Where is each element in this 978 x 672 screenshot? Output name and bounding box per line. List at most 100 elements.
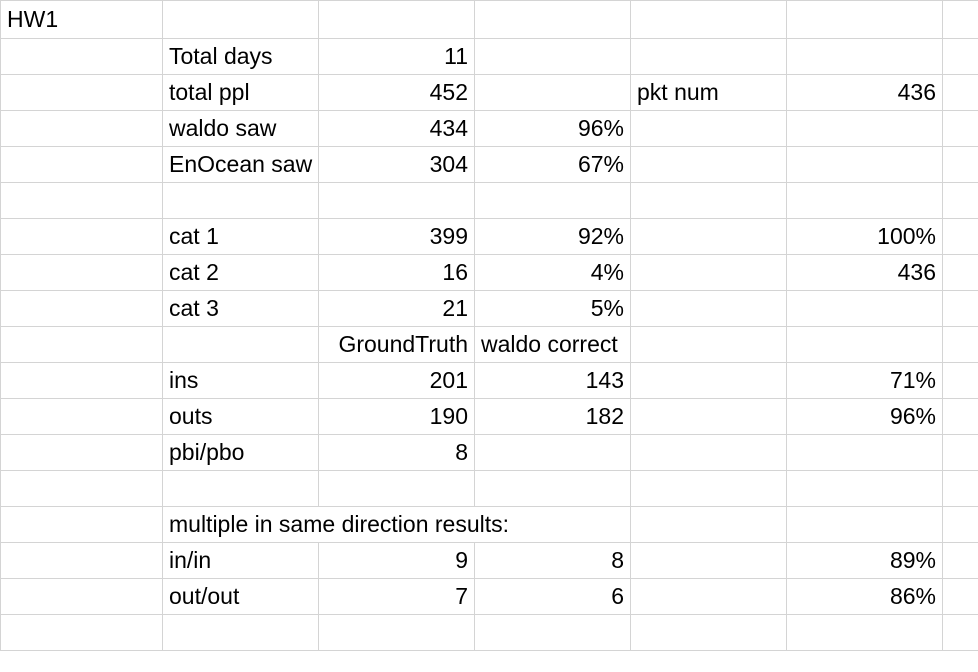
cell-value[interactable] [630, 398, 787, 435]
cell[interactable] [942, 614, 978, 651]
cell[interactable] [630, 614, 787, 651]
cell-value[interactable] [630, 326, 787, 363]
cell-value[interactable] [630, 254, 787, 291]
cell[interactable] [786, 0, 943, 39]
cell[interactable] [942, 38, 978, 75]
cell-value[interactable]: 7 [318, 578, 475, 615]
cell[interactable] [786, 614, 943, 651]
cell[interactable] [0, 110, 163, 147]
cell[interactable] [942, 362, 978, 399]
cell-value[interactable] [630, 434, 787, 471]
cell-value[interactable]: 201 [318, 362, 475, 399]
cell-value[interactable] [474, 38, 631, 75]
cell[interactable] [318, 0, 475, 39]
cell[interactable] [0, 290, 163, 327]
cell[interactable] [474, 0, 631, 39]
cell-value[interactable] [630, 362, 787, 399]
cell[interactable] [0, 614, 163, 651]
cell[interactable] [0, 362, 163, 399]
cell[interactable] [942, 470, 978, 507]
cell[interactable] [942, 218, 978, 255]
cell-value[interactable] [786, 110, 943, 147]
cell-value[interactable]: 4% [474, 254, 631, 291]
cell-value[interactable]: 436 [786, 254, 943, 291]
cell-value[interactable] [474, 434, 631, 471]
cell-value[interactable] [630, 38, 787, 75]
cell-header-groundtruth[interactable]: GroundTruth [318, 326, 475, 363]
cell[interactable] [942, 182, 978, 219]
cell[interactable] [162, 0, 319, 39]
cell-value[interactable] [318, 470, 475, 507]
cell-value[interactable] [630, 182, 787, 219]
cell-label[interactable]: outs [162, 398, 319, 435]
cell[interactable] [318, 614, 475, 651]
cell-value[interactable] [630, 218, 787, 255]
cell-value[interactable]: 21 [318, 290, 475, 327]
cell-value[interactable] [786, 38, 943, 75]
cell-value[interactable] [786, 326, 943, 363]
cell-label[interactable]: out/out [162, 578, 319, 615]
cell-value[interactable] [318, 182, 475, 219]
cell[interactable] [474, 614, 631, 651]
cell-value[interactable] [630, 578, 787, 615]
cell-value[interactable]: 399 [318, 218, 475, 255]
cell-value[interactable] [630, 110, 787, 147]
cell[interactable] [942, 0, 978, 39]
cell-value[interactable]: 96% [786, 398, 943, 435]
cell-label[interactable]: Total days [162, 38, 319, 75]
cell-section-heading[interactable]: multiple in same direction results: [162, 506, 631, 543]
cell-value[interactable] [786, 146, 943, 183]
cell[interactable] [0, 182, 163, 219]
cell-label[interactable] [162, 470, 319, 507]
cell-label[interactable]: ins [162, 362, 319, 399]
cell-value[interactable]: 452 [318, 74, 475, 111]
cell-value[interactable] [786, 290, 943, 327]
cell[interactable] [0, 74, 163, 111]
cell-value[interactable]: 5% [474, 290, 631, 327]
cell-value[interactable] [786, 506, 943, 543]
cell[interactable] [0, 38, 163, 75]
cell[interactable] [942, 434, 978, 471]
cell-value[interactable]: 11 [318, 38, 475, 75]
cell-title[interactable]: HW1 [0, 0, 163, 39]
cell-value[interactable] [630, 470, 787, 507]
cell-value[interactable]: 190 [318, 398, 475, 435]
cell-value[interactable] [474, 182, 631, 219]
cell[interactable] [942, 398, 978, 435]
cell-value[interactable]: 67% [474, 146, 631, 183]
cell[interactable] [942, 146, 978, 183]
cell-value[interactable]: 143 [474, 362, 631, 399]
cell-value[interactable]: 434 [318, 110, 475, 147]
cell-value[interactable]: 9 [318, 542, 475, 579]
cell-label[interactable]: pbi/pbo [162, 434, 319, 471]
cell-label[interactable]: total ppl [162, 74, 319, 111]
cell-value[interactable] [786, 470, 943, 507]
cell[interactable] [0, 578, 163, 615]
cell-value[interactable] [786, 182, 943, 219]
cell-label[interactable]: cat 3 [162, 290, 319, 327]
cell-value[interactable]: 100% [786, 218, 943, 255]
cell[interactable] [942, 542, 978, 579]
cell-value[interactable]: 182 [474, 398, 631, 435]
cell[interactable] [0, 218, 163, 255]
cell[interactable] [0, 470, 163, 507]
cell-value[interactable]: 86% [786, 578, 943, 615]
cell-value[interactable]: pkt num [630, 74, 787, 111]
cell-label[interactable]: EnOcean saw [162, 146, 319, 183]
cell[interactable] [630, 0, 787, 39]
cell-label[interactable] [162, 182, 319, 219]
cell-header-waldo-correct[interactable]: waldo correct [474, 326, 631, 363]
cell[interactable] [942, 254, 978, 291]
cell[interactable] [0, 146, 163, 183]
cell-value[interactable]: 89% [786, 542, 943, 579]
cell-value[interactable] [630, 146, 787, 183]
cell[interactable] [942, 290, 978, 327]
cell-label[interactable]: in/in [162, 542, 319, 579]
cell-value[interactable]: 16 [318, 254, 475, 291]
cell-label[interactable] [162, 326, 319, 363]
cell[interactable] [0, 326, 163, 363]
cell-value[interactable] [630, 542, 787, 579]
cell[interactable] [0, 542, 163, 579]
cell-value[interactable]: 304 [318, 146, 475, 183]
cell-value[interactable]: 96% [474, 110, 631, 147]
